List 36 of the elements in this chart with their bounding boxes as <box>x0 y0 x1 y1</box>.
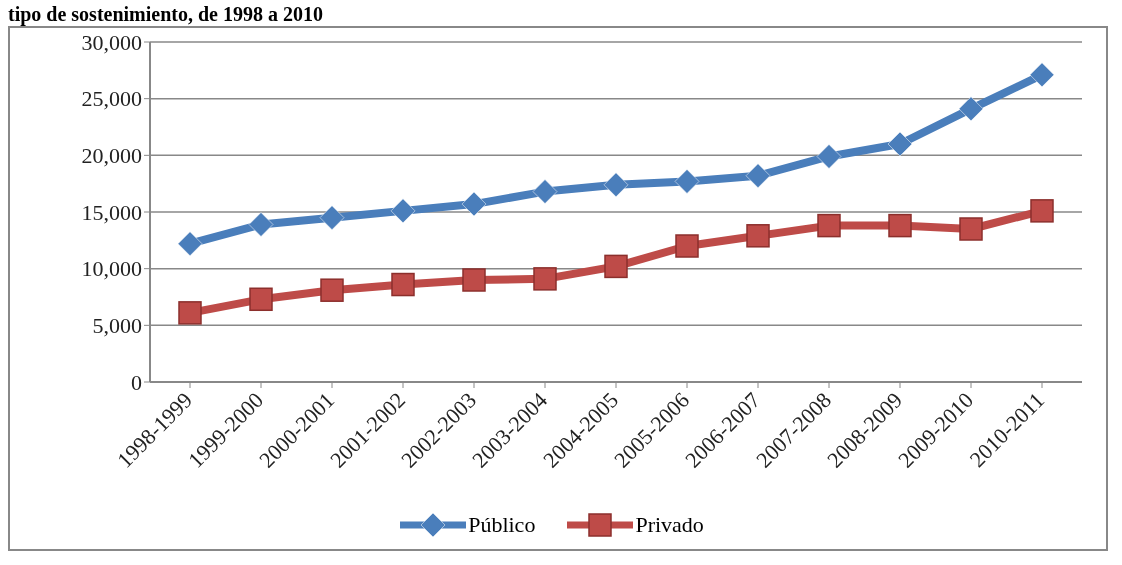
point <box>959 217 983 241</box>
point <box>178 301 202 325</box>
point <box>1030 199 1054 223</box>
y-tick-label: 0 <box>131 369 142 395</box>
y-tick-label: 20,000 <box>81 143 142 169</box>
point <box>816 143 842 169</box>
point <box>391 272 415 297</box>
point <box>675 234 699 258</box>
chart-title: tipo de sostenimiento, de 1998 a 2010 <box>8 2 324 26</box>
point <box>319 205 345 231</box>
legend-label: Público <box>468 512 536 538</box>
point <box>320 278 344 302</box>
y-tick-label: 25,000 <box>81 86 142 112</box>
point <box>177 231 203 257</box>
point <box>462 268 486 292</box>
point <box>603 172 629 198</box>
y-tick-label: 15,000 <box>81 199 142 225</box>
y-tick-label: 5,000 <box>92 313 142 339</box>
point <box>746 224 770 248</box>
y-tick-label: 30,000 <box>81 29 142 55</box>
point <box>604 254 628 279</box>
point <box>248 211 274 237</box>
point <box>958 96 984 122</box>
legend-label: Privado <box>635 512 704 538</box>
point <box>532 179 558 205</box>
point <box>249 287 273 312</box>
point <box>674 168 700 194</box>
y-tick-label: 10,000 <box>81 256 142 282</box>
point <box>390 198 416 224</box>
point <box>745 163 771 189</box>
point <box>533 267 557 291</box>
point <box>888 213 912 238</box>
point <box>1029 62 1055 88</box>
point <box>887 131 913 157</box>
point <box>461 191 487 217</box>
point <box>817 213 841 238</box>
